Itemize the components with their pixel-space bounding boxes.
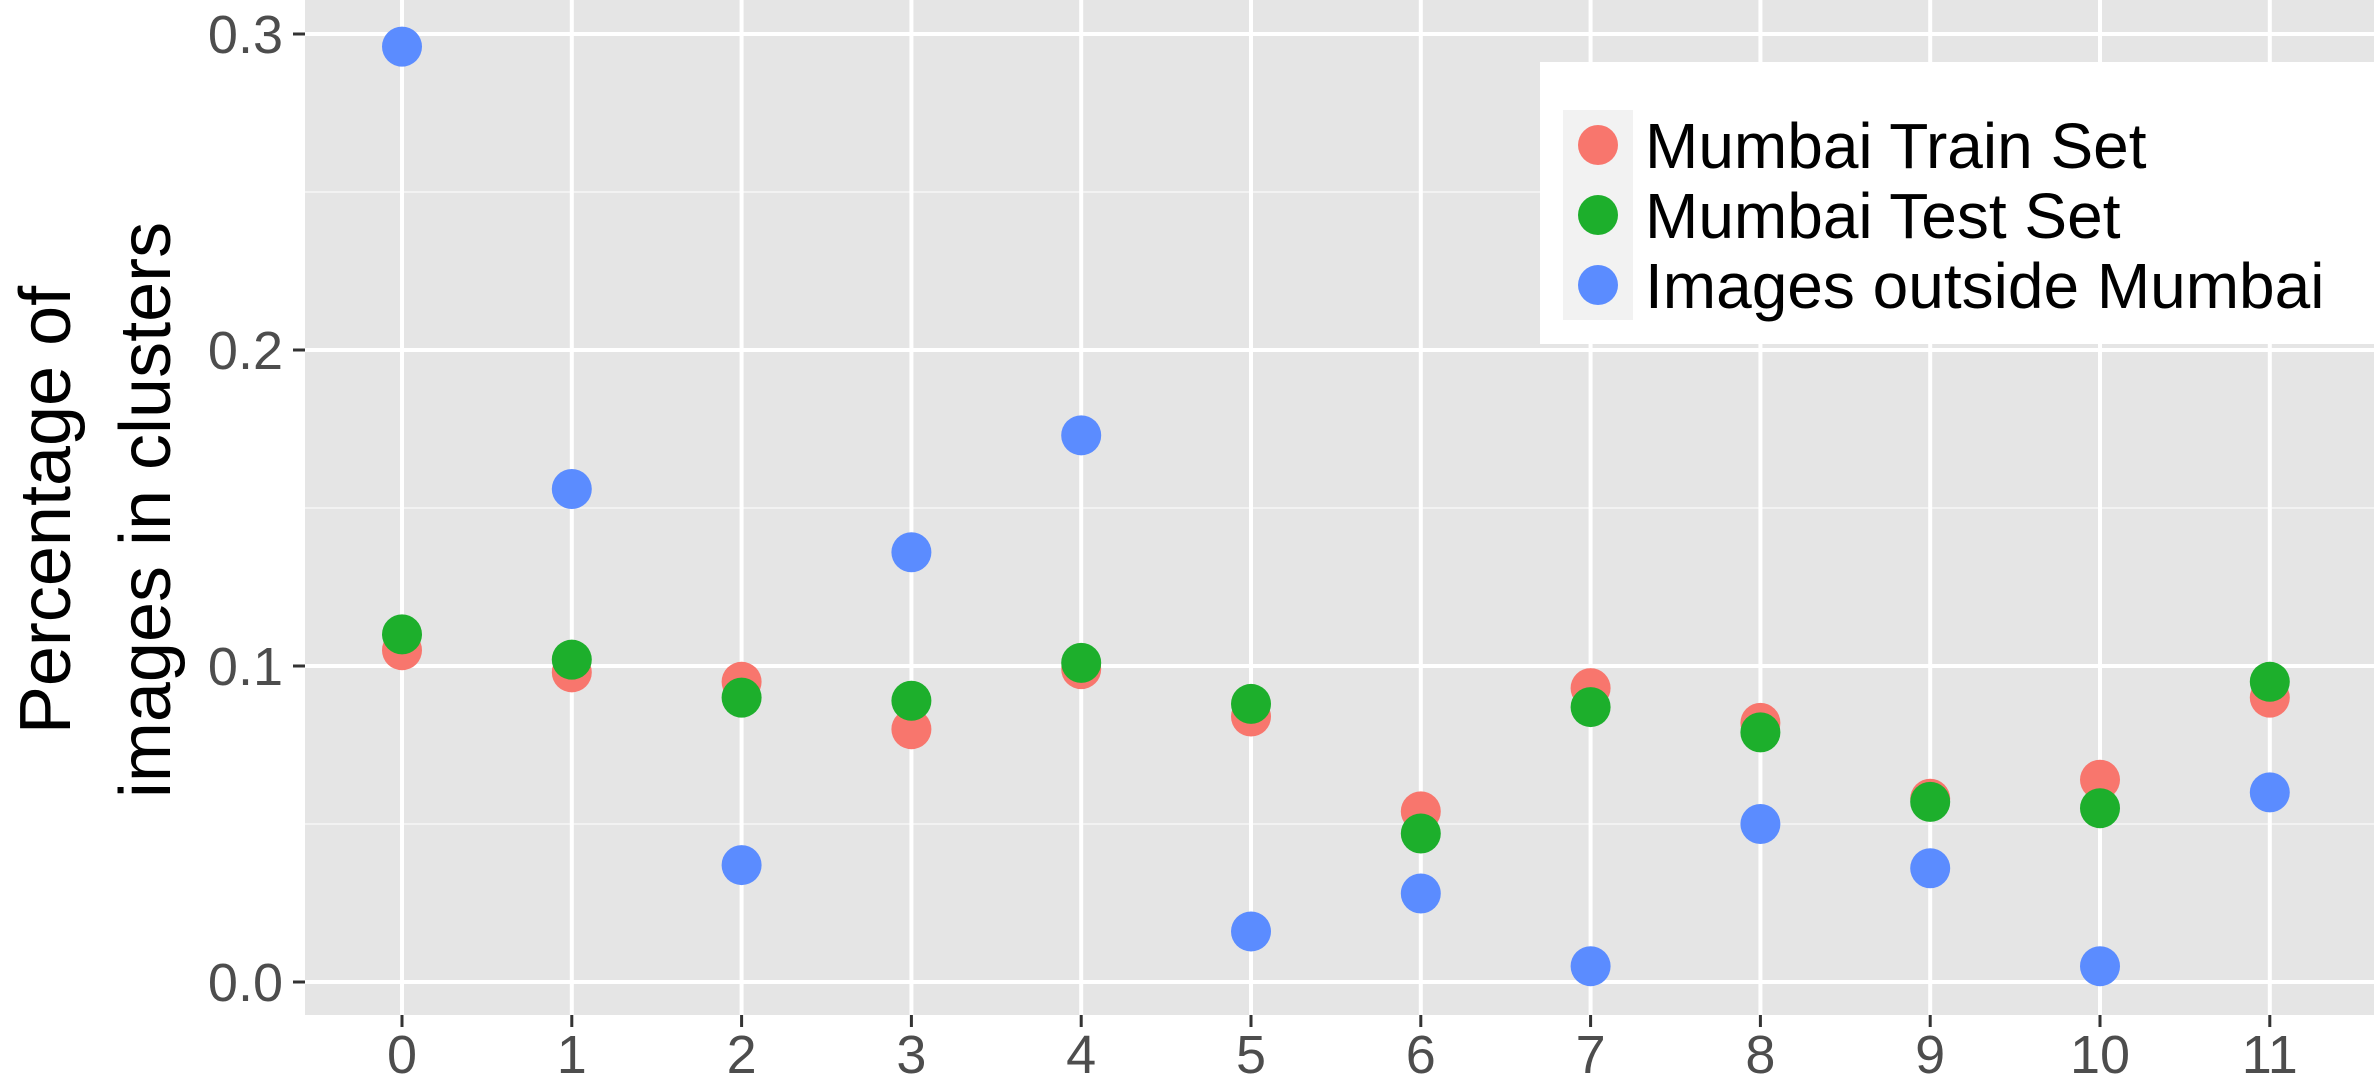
y-axis: 0.0 0.1 0.2 0.3 <box>208 5 305 1013</box>
point-mumbai-test-set-0 <box>382 614 422 655</box>
point-images-outside-mumbai-8 <box>1740 804 1781 844</box>
point-images-outside-mumbai-3 <box>891 532 932 573</box>
y-tick-label: 0.0 <box>208 953 283 1013</box>
x-tick-label: 8 <box>1745 1025 1775 1079</box>
y-tick-label: 0.3 <box>208 5 283 65</box>
y-axis-title: Percentage of images in clusters <box>6 222 186 798</box>
legend-key-marker <box>1578 195 1618 235</box>
point-mumbai-test-set-6 <box>1400 813 1441 854</box>
y-axis-title-line-1: Percentage of <box>6 285 86 734</box>
legend-label: Images outside Mumbai <box>1645 250 2324 322</box>
x-tick-label: 11 <box>2242 1025 2298 1079</box>
point-mumbai-test-set-5 <box>1231 683 1271 724</box>
data-points <box>382 26 2290 987</box>
point-mumbai-test-set-4 <box>1061 642 1102 683</box>
x-tick-label: 5 <box>1236 1025 1266 1079</box>
legend-key-marker <box>1578 125 1618 165</box>
y-tick-label: 0.2 <box>208 321 283 381</box>
point-mumbai-test-set-7 <box>1570 687 1611 728</box>
point-mumbai-test-set-11 <box>2249 661 2290 702</box>
legend-key-marker <box>1578 265 1618 305</box>
point-mumbai-test-set-2 <box>721 677 762 718</box>
point-images-outside-mumbai-10 <box>2080 946 2120 987</box>
point-mumbai-train-set-10 <box>2080 759 2120 800</box>
legend-label: Mumbai Test Set <box>1645 180 2121 252</box>
legend-label: Mumbai Train Set <box>1645 110 2147 182</box>
point-mumbai-test-set-3 <box>891 680 932 721</box>
point-images-outside-mumbai-5 <box>1231 911 1271 952</box>
point-mumbai-test-set-1 <box>551 639 592 680</box>
point-images-outside-mumbai-2 <box>721 845 762 886</box>
x-tick-label: 10 <box>2070 1025 2130 1079</box>
x-tick-label: 9 <box>1915 1025 1945 1079</box>
point-images-outside-mumbai-7 <box>1570 946 1611 987</box>
point-images-outside-mumbai-0 <box>382 26 422 67</box>
legend-background <box>1540 62 2374 344</box>
point-images-outside-mumbai-11 <box>2249 772 2290 813</box>
point-mumbai-test-set-10 <box>2080 788 2120 829</box>
x-axis: 0 1 2 3 4 5 6 7 8 9 10 11 <box>387 1015 2298 1079</box>
x-tick-label: 2 <box>727 1025 757 1079</box>
x-tick-label: 1 <box>557 1025 587 1079</box>
y-axis-title-line-2: images in clusters <box>106 222 186 798</box>
x-tick-label: 4 <box>1066 1025 1096 1079</box>
point-mumbai-test-set-8 <box>1740 712 1781 753</box>
x-tick-label: 0 <box>387 1025 417 1079</box>
point-mumbai-test-set-9 <box>1910 781 1951 822</box>
x-tick-label: 6 <box>1406 1025 1436 1079</box>
x-tick-label: 7 <box>1576 1025 1606 1079</box>
point-images-outside-mumbai-4 <box>1061 415 1102 456</box>
point-images-outside-mumbai-6 <box>1400 873 1441 914</box>
x-tick-label: 3 <box>896 1025 926 1079</box>
point-images-outside-mumbai-1 <box>551 469 592 510</box>
point-mumbai-train-set-3 <box>891 709 932 750</box>
point-images-outside-mumbai-9 <box>1910 848 1951 889</box>
y-tick-label: 0.1 <box>208 637 283 697</box>
